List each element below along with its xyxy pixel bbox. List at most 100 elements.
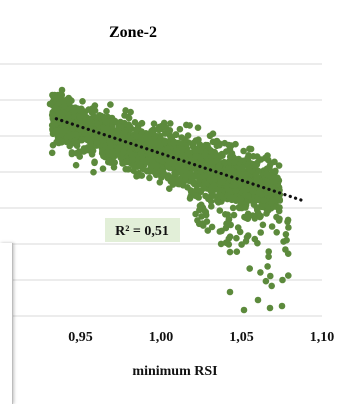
data-point: [140, 157, 148, 165]
data-point: [208, 148, 215, 156]
data-point: [56, 91, 64, 99]
data-point: [278, 302, 286, 310]
data-point: [178, 134, 185, 141]
data-point: [169, 175, 177, 183]
data-point: [231, 159, 238, 166]
data-point: [253, 206, 261, 214]
data-point: [254, 196, 262, 204]
data-point: [125, 166, 132, 173]
data-point: [246, 145, 253, 153]
data-point: [233, 234, 240, 242]
data-point: [160, 171, 167, 179]
data-point: [129, 161, 137, 169]
data-point: [259, 221, 267, 229]
x-axis-label: minimum RSI: [132, 364, 217, 379]
data-point: [167, 120, 174, 127]
data-point: [206, 132, 214, 140]
data-point: [241, 213, 248, 221]
data-point: [98, 149, 106, 157]
data-point: [57, 127, 65, 134]
data-point: [88, 151, 96, 158]
data-point: [151, 169, 159, 176]
data-point: [275, 162, 283, 169]
data-point: [84, 135, 92, 142]
data-point: [233, 248, 241, 255]
data-point: [254, 239, 261, 247]
data-point: [195, 173, 202, 181]
data-points: [46, 86, 292, 314]
data-point: [274, 174, 281, 182]
data-point: [194, 217, 201, 224]
data-point: [245, 152, 252, 159]
trendline: [54, 117, 305, 203]
data-point: [79, 98, 86, 105]
data-point: [279, 276, 286, 284]
data-point: [103, 107, 110, 115]
data-point: [244, 232, 252, 239]
data-point: [66, 142, 73, 150]
data-point: [138, 119, 146, 127]
data-point: [103, 125, 111, 133]
data-point: [224, 211, 231, 218]
data-point: [107, 143, 114, 150]
data-point: [250, 185, 258, 192]
data-point: [73, 139, 81, 147]
data-point: [223, 148, 230, 155]
data-point: [261, 154, 269, 162]
data-point: [94, 114, 101, 121]
data-point: [186, 195, 194, 202]
data-point: [175, 180, 182, 188]
r-squared-label: R² = 0,51: [105, 218, 180, 242]
data-point: [280, 238, 287, 245]
data-point: [239, 164, 246, 172]
chart-title: Zone-2: [109, 24, 157, 41]
data-point: [55, 139, 62, 147]
data-point: [93, 139, 101, 146]
data-point: [139, 165, 146, 172]
data-point: [237, 199, 244, 206]
data-point: [225, 141, 233, 149]
data-point: [246, 265, 253, 272]
data-point: [80, 148, 87, 155]
data-point: [226, 233, 234, 240]
data-point: [59, 98, 67, 106]
data-point: [260, 197, 268, 204]
data-point: [268, 223, 276, 230]
data-point: [282, 231, 290, 238]
data-point: [242, 171, 250, 179]
data-point: [46, 100, 54, 108]
data-point: [268, 282, 276, 290]
data-point: [264, 263, 271, 270]
data-point: [269, 197, 277, 205]
data-point: [120, 129, 128, 136]
data-point: [285, 272, 292, 279]
data-point: [90, 168, 97, 176]
data-point: [133, 126, 140, 134]
data-point: [68, 150, 76, 158]
data-point: [226, 288, 234, 296]
data-point: [210, 158, 218, 165]
data-point: [78, 136, 86, 143]
data-point: [284, 216, 292, 224]
data-point: [173, 147, 180, 155]
data-point: [201, 152, 208, 159]
data-point: [194, 124, 202, 131]
data-point: [164, 162, 172, 169]
data-point: [188, 178, 195, 185]
data-point: [169, 181, 177, 188]
data-point: [255, 189, 263, 197]
r-squared-text: R² = 0,51: [115, 224, 169, 239]
data-point: [197, 147, 204, 154]
data-point: [267, 272, 274, 280]
data-point: [138, 172, 146, 179]
data-point: [229, 204, 237, 212]
data-point: [113, 128, 120, 135]
data-point: [178, 144, 186, 152]
data-point: [100, 113, 108, 121]
data-point: [58, 86, 66, 94]
data-point: [282, 246, 289, 253]
data-point: [226, 158, 233, 166]
data-point: [234, 224, 242, 231]
data-point: [121, 112, 128, 119]
data-point: [265, 164, 273, 172]
